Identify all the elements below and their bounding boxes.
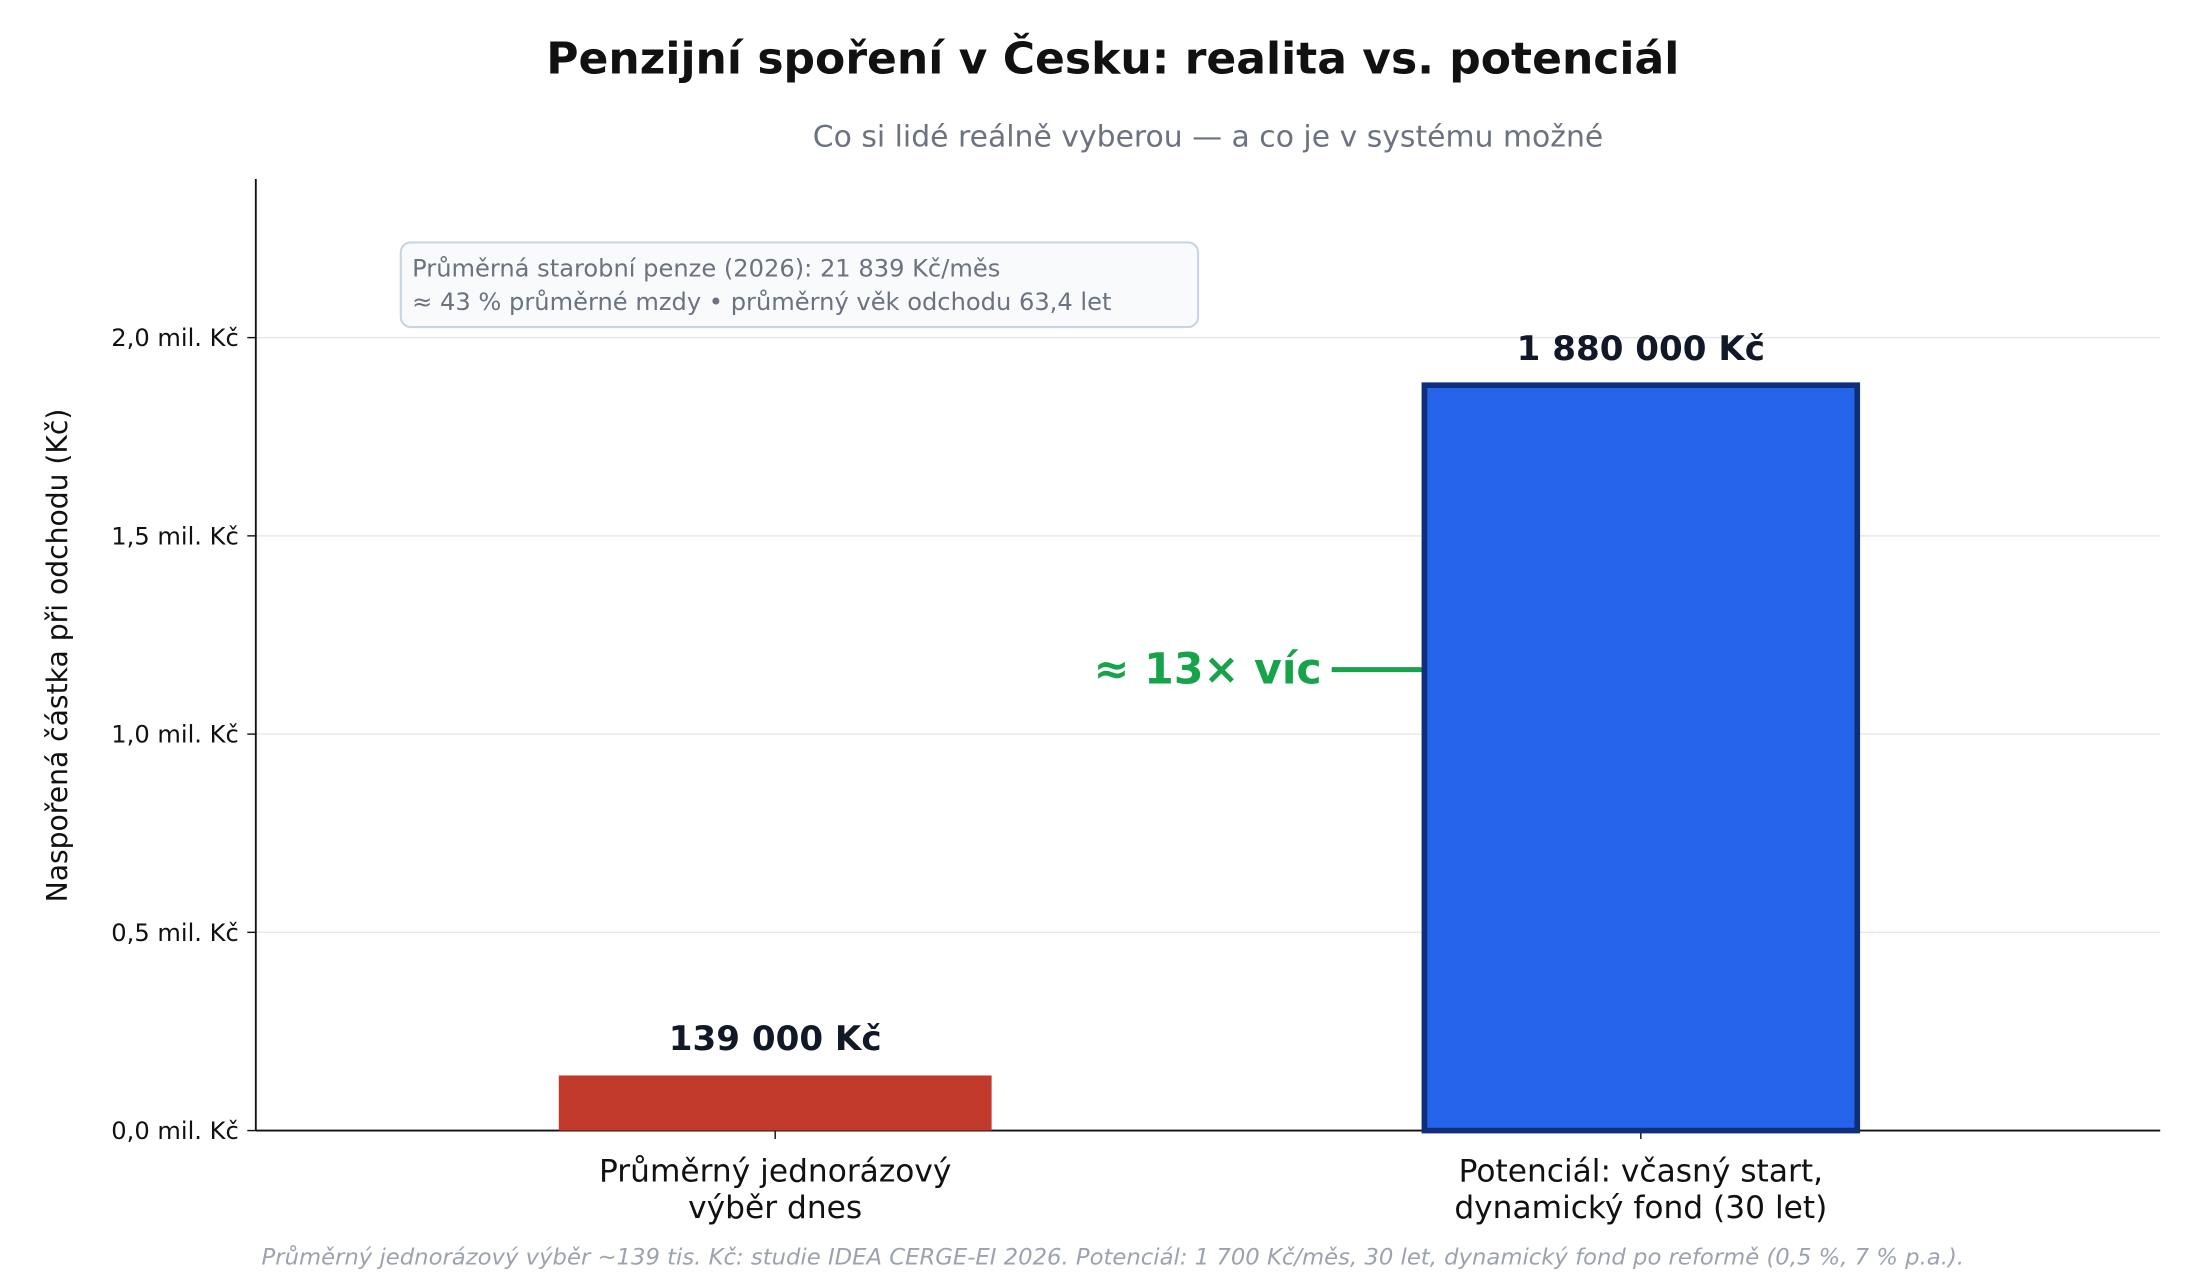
value-label: 1 880 000 Kč — [1517, 329, 1765, 369]
x-tick-label: dynamický fond (30 let) — [1454, 1190, 1827, 1226]
annotation: ≈ 13× víc — [1094, 646, 1322, 695]
info-line: Průměrná starobní penze (2026): 21 839 K… — [412, 254, 1000, 282]
y-tick-label: 0,0 mil. Kč — [111, 1117, 238, 1145]
info-box — [399, 241, 1200, 329]
chart-title: Penzijní spoření v Česku: realita vs. po… — [546, 31, 1679, 84]
y-axis-label: Naspořená částka při odchodu (Kč) — [41, 409, 74, 903]
x-tick-label: výběr dnes — [688, 1190, 862, 1226]
y-tick-label: 1,0 mil. Kč — [111, 721, 238, 749]
value-label: 139 000 Kč — [669, 1019, 882, 1059]
y-tick-label: 1,5 mil. Kč — [111, 522, 238, 550]
bar — [558, 1075, 992, 1131]
chart-subtitle: Co si lidé reálně vyberou — a co je v sy… — [813, 120, 1604, 155]
info-line: ≈ 43 % průměrné mzdy • průměrný věk odch… — [412, 288, 1111, 316]
x-tick-label: Potenciál: včasný start, — [1459, 1153, 1823, 1189]
y-tick-label: 0,5 mil. Kč — [111, 919, 238, 947]
y-tick-label: 2,0 mil. Kč — [111, 324, 238, 352]
bar — [1421, 382, 1861, 1134]
footnote: Průměrný jednorázový výběr ~139 tis. Kč:… — [262, 1244, 1965, 1271]
x-tick-label: Průměrný jednorázový — [599, 1153, 951, 1189]
